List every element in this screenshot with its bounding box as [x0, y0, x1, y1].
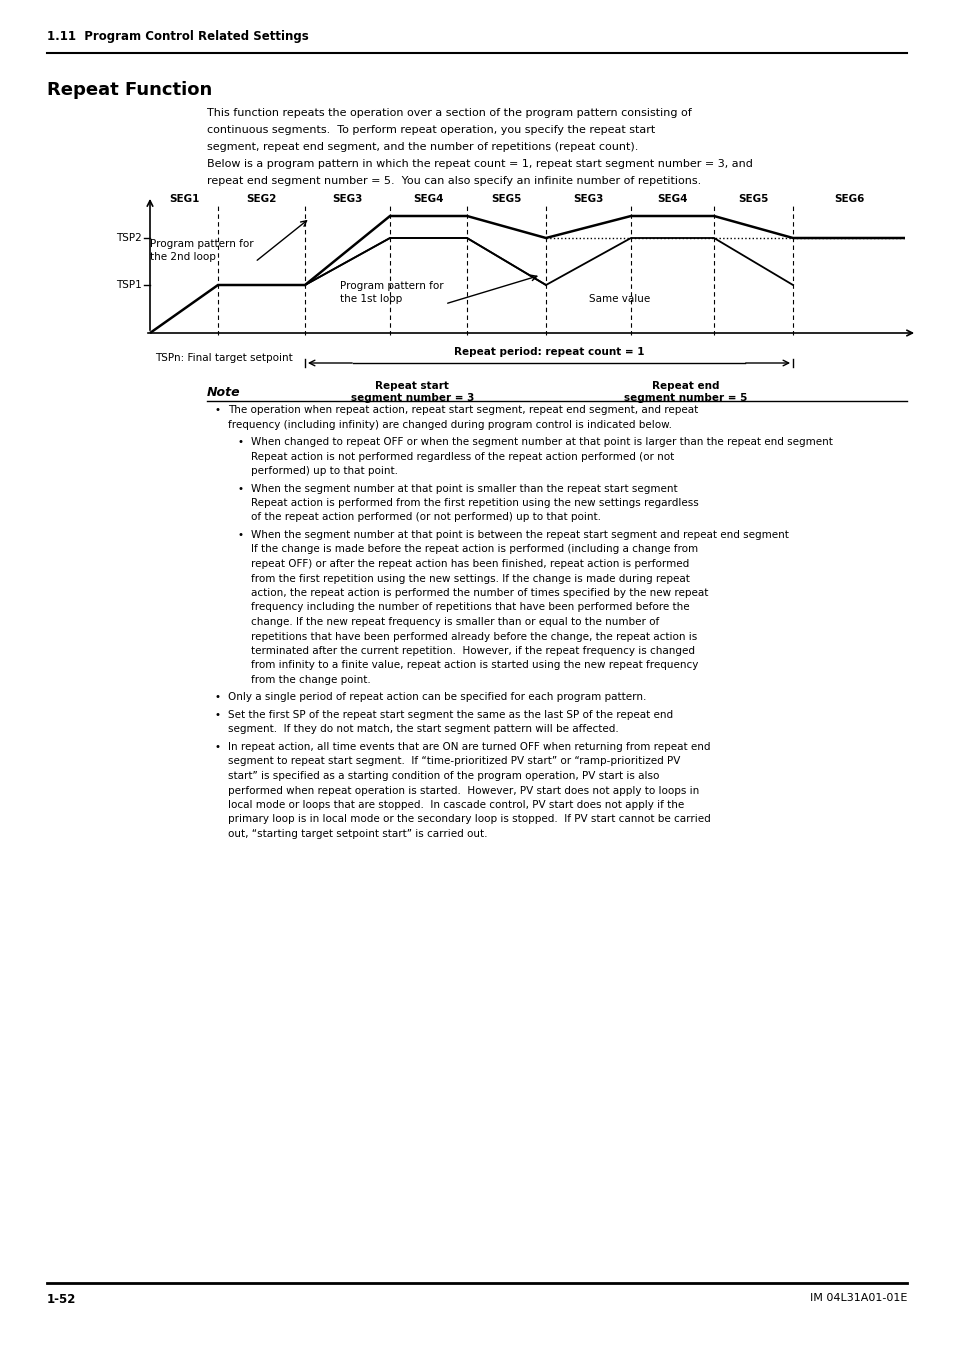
Text: TSP2: TSP2	[116, 232, 142, 243]
Text: In repeat action, all time events that are ON are turned OFF when returning from: In repeat action, all time events that a…	[228, 742, 710, 753]
Text: SEG6: SEG6	[833, 195, 863, 204]
Text: Repeat Function: Repeat Function	[47, 81, 212, 99]
Text: segment, repeat end segment, and the number of repetitions (repeat count).: segment, repeat end segment, and the num…	[207, 142, 638, 153]
Text: primary loop is in local mode or the secondary loop is stopped.  If PV start can: primary loop is in local mode or the sec…	[228, 815, 710, 824]
Text: Repeat action is not performed regardless of the repeat action performed (or not: Repeat action is not performed regardles…	[251, 451, 674, 462]
Text: SEG4: SEG4	[413, 195, 443, 204]
Text: local mode or loops that are stopped.  In cascade control, PV start does not app: local mode or loops that are stopped. In…	[228, 800, 683, 811]
Text: the 2nd loop: the 2nd loop	[150, 253, 215, 262]
Text: •: •	[237, 436, 244, 447]
Text: repeat OFF) or after the repeat action has been finished, repeat action is perfo: repeat OFF) or after the repeat action h…	[251, 559, 688, 569]
Text: change. If the new repeat frequency is smaller than or equal to the number of: change. If the new repeat frequency is s…	[251, 617, 659, 627]
Text: If the change is made before the repeat action is performed (including a change : If the change is made before the repeat …	[251, 544, 698, 554]
Text: TSPn: Final target setpoint: TSPn: Final target setpoint	[154, 353, 293, 363]
Text: performed) up to that point.: performed) up to that point.	[251, 466, 397, 476]
Text: SEG1: SEG1	[169, 195, 199, 204]
Text: IM 04L31A01-01E: IM 04L31A01-01E	[809, 1293, 906, 1302]
Text: •: •	[214, 405, 221, 415]
Text: Repeat start
segment number = 3: Repeat start segment number = 3	[351, 381, 474, 403]
Text: •: •	[237, 484, 244, 493]
Text: from the change point.: from the change point.	[251, 676, 371, 685]
Text: The operation when repeat action, repeat start segment, repeat end segment, and : The operation when repeat action, repeat…	[228, 405, 698, 415]
Text: SEG5: SEG5	[491, 195, 521, 204]
Text: Same value: Same value	[589, 295, 650, 304]
Text: Below is a program pattern in which the repeat count = 1, repeat start segment n: Below is a program pattern in which the …	[207, 159, 752, 169]
Text: SEG2: SEG2	[246, 195, 276, 204]
Text: •: •	[214, 693, 221, 703]
Text: Note: Note	[207, 386, 240, 399]
Text: SEG3: SEG3	[573, 195, 603, 204]
Text: 1-52: 1-52	[47, 1293, 76, 1306]
Text: Repeat action is performed from the first repetition using the new settings rega: Repeat action is performed from the firs…	[251, 499, 698, 508]
Text: repetitions that have been performed already before the change, the repeat actio: repetitions that have been performed alr…	[251, 631, 697, 642]
Text: 1.11  Program Control Related Settings: 1.11 Program Control Related Settings	[47, 30, 309, 43]
Text: Program pattern for: Program pattern for	[339, 281, 443, 290]
Text: from the first repetition using the new settings. If the change is made during r: from the first repetition using the new …	[251, 574, 689, 584]
Text: SEG4: SEG4	[657, 195, 687, 204]
Text: This function repeats the operation over a section of the program pattern consis: This function repeats the operation over…	[207, 108, 691, 118]
Text: SEG3: SEG3	[332, 195, 362, 204]
Text: out, “starting target setpoint start” is carried out.: out, “starting target setpoint start” is…	[228, 830, 487, 839]
Text: from infinity to a finite value, repeat action is started using the new repeat f: from infinity to a finite value, repeat …	[251, 661, 698, 670]
Text: repeat end segment number = 5.  You can also specify an infinite number of repet: repeat end segment number = 5. You can a…	[207, 176, 700, 186]
Text: start” is specified as a starting condition of the program operation, PV start i: start” is specified as a starting condit…	[228, 771, 659, 781]
Text: Only a single period of repeat action can be specified for each program pattern.: Only a single period of repeat action ca…	[228, 693, 646, 703]
Text: When the segment number at that point is smaller than the repeat start segment: When the segment number at that point is…	[251, 484, 677, 493]
Text: segment.  If they do not match, the start segment pattern will be affected.: segment. If they do not match, the start…	[228, 724, 618, 735]
Text: •: •	[237, 530, 244, 540]
Text: action, the repeat action is performed the number of times specified by the new : action, the repeat action is performed t…	[251, 588, 708, 598]
Text: continuous segments.  To perform repeat operation, you specify the repeat start: continuous segments. To perform repeat o…	[207, 126, 655, 135]
Text: Set the first SP of the repeat start segment the same as the last SP of the repe: Set the first SP of the repeat start seg…	[228, 711, 673, 720]
Text: terminated after the current repetition.  However, if the repeat frequency is ch: terminated after the current repetition.…	[251, 646, 695, 657]
Text: Program pattern for: Program pattern for	[150, 239, 253, 249]
Text: •: •	[214, 742, 221, 753]
Text: frequency including the number of repetitions that have been performed before th: frequency including the number of repeti…	[251, 603, 689, 612]
Text: performed when repeat operation is started.  However, PV start does not apply to: performed when repeat operation is start…	[228, 785, 699, 796]
Text: When the segment number at that point is between the repeat start segment and re: When the segment number at that point is…	[251, 530, 788, 540]
Text: When changed to repeat OFF or when the segment number at that point is larger th: When changed to repeat OFF or when the s…	[251, 436, 832, 447]
Text: the 1st loop: the 1st loop	[339, 295, 402, 304]
Text: •: •	[214, 711, 221, 720]
Text: Repeat period: repeat count = 1: Repeat period: repeat count = 1	[454, 347, 643, 357]
Text: TSP1: TSP1	[116, 280, 142, 290]
Text: of the repeat action performed (or not performed) up to that point.: of the repeat action performed (or not p…	[251, 512, 600, 523]
Text: frequency (including infinity) are changed during program control is indicated b: frequency (including infinity) are chang…	[228, 420, 671, 430]
Text: SEG5: SEG5	[738, 195, 768, 204]
Text: segment to repeat start segment.  If “time-prioritized PV start” or “ramp-priori: segment to repeat start segment. If “tim…	[228, 757, 679, 766]
Text: Repeat end
segment number = 5: Repeat end segment number = 5	[623, 381, 746, 403]
